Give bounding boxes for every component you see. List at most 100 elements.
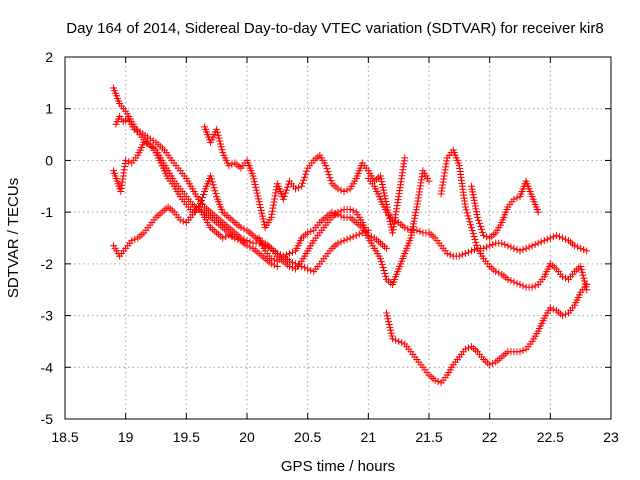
data-point: [507, 243, 515, 251]
data-point: [271, 195, 279, 203]
data-point: [528, 242, 536, 250]
data-point: [470, 233, 478, 241]
data-point: [431, 376, 439, 384]
data-point: [455, 252, 463, 260]
data-point: [510, 195, 518, 203]
data-point: [250, 178, 258, 186]
data-point: [389, 229, 397, 237]
data-point: [555, 233, 563, 241]
data-point: [282, 251, 290, 259]
data-point: [218, 146, 226, 154]
data-point: [425, 177, 433, 185]
data-point: [558, 273, 566, 281]
data-point: [379, 264, 387, 272]
data-point: [401, 224, 409, 232]
data-point: [212, 190, 220, 198]
series-track-e: [201, 123, 409, 237]
data-point: [198, 197, 205, 205]
data-point: [440, 172, 448, 180]
data-point: [254, 195, 262, 203]
data-point: [376, 172, 384, 180]
y-tick-label: -5: [41, 411, 54, 427]
data-point: [307, 266, 315, 274]
x-tick-label: 20.5: [294, 429, 321, 445]
data-point: [415, 188, 423, 196]
data-point: [259, 215, 267, 223]
data-point: [334, 185, 342, 193]
data-point: [131, 235, 139, 243]
data-point: [387, 326, 395, 334]
data-point: [259, 212, 267, 220]
data-point: [302, 170, 310, 178]
data-point: [327, 177, 335, 185]
data-point: [254, 192, 262, 200]
y-tick-label: -1: [41, 204, 54, 220]
data-point: [377, 175, 385, 183]
data-point: [467, 224, 475, 232]
data-point: [237, 224, 245, 232]
data-point: [122, 156, 130, 164]
data-point: [543, 235, 551, 243]
data-point: [439, 178, 447, 186]
data-point: [379, 183, 387, 191]
data-point: [243, 237, 251, 245]
data-point: [378, 178, 386, 186]
data-point: [580, 277, 588, 285]
data-point: [331, 209, 339, 217]
data-point: [325, 171, 333, 179]
data-point: [246, 238, 254, 246]
data-point: [458, 251, 466, 259]
data-point: [289, 248, 296, 256]
data-point: [213, 128, 221, 136]
data-point: [300, 176, 308, 184]
data-point: [346, 206, 354, 214]
data-point: [249, 172, 257, 180]
data-point: [413, 203, 421, 211]
data-point: [513, 279, 521, 287]
data-point: [495, 269, 503, 277]
data-point: [468, 227, 476, 235]
data-point: [219, 234, 227, 242]
data-point: [289, 259, 296, 267]
y-axis-title: SDTVAR / TECUs: [5, 178, 22, 298]
data-point: [528, 283, 536, 291]
data-point: [519, 282, 527, 290]
data-point: [577, 244, 585, 252]
data-point: [211, 187, 219, 195]
data-point: [298, 262, 306, 270]
data-point: [501, 240, 509, 248]
data-point: [386, 323, 394, 331]
data-point: [128, 237, 136, 245]
data-point: [125, 158, 133, 166]
data-point: [210, 184, 218, 192]
x-axis-title: GPS time / hours: [281, 458, 395, 475]
data-point: [513, 194, 521, 202]
data-point: [304, 229, 312, 237]
data-point: [253, 189, 261, 197]
data-point: [337, 186, 345, 194]
data-point: [414, 194, 422, 202]
data-point: [282, 186, 290, 194]
data-point: [334, 211, 342, 219]
data-point: [577, 262, 585, 270]
data-point: [252, 186, 260, 194]
data-point: [558, 234, 566, 242]
data-point: [258, 209, 266, 217]
data-point: [510, 244, 518, 252]
data-point: [393, 202, 401, 210]
data-point: [268, 207, 276, 215]
data-point: [381, 195, 389, 203]
data-point: [258, 240, 266, 248]
data-point: [546, 304, 554, 312]
plot-area-frame: [64, 56, 612, 420]
data-point: [441, 166, 449, 174]
data-point: [256, 204, 264, 212]
data-point: [477, 222, 485, 230]
data-point: [295, 261, 303, 269]
x-tick-label: 20: [239, 429, 255, 445]
data-point: [376, 255, 384, 263]
data-point: [298, 182, 306, 190]
data-point: [404, 225, 412, 233]
data-point: [269, 204, 277, 212]
data-point: [130, 125, 138, 133]
